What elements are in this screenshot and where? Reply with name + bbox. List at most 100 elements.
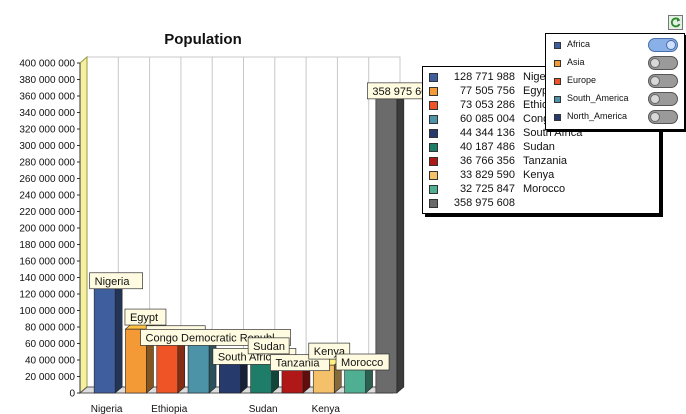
x-tick-label: Ethiopia	[151, 404, 188, 414]
toggle-knob	[650, 112, 660, 122]
filter-swatch	[554, 96, 561, 103]
bar[interactable]	[93, 280, 123, 394]
legend-label: Sudan	[523, 141, 555, 153]
bar-side	[396, 90, 405, 394]
filter-label: South_America	[567, 93, 629, 103]
toggle-knob	[666, 40, 676, 50]
legend-swatch	[429, 115, 438, 124]
y-tick-label: 360 000 000	[19, 92, 75, 103]
filter-label: North_America	[567, 111, 628, 121]
bar-front	[250, 359, 272, 394]
data-callout-box	[247, 337, 290, 355]
legend-value: 36 766 356	[459, 155, 515, 167]
data-callout: Egypt	[124, 308, 167, 326]
y-tick-label: 320 000 000	[19, 125, 75, 136]
y-tick-label: 340 000 000	[19, 108, 75, 119]
toggle-knob	[650, 94, 660, 104]
y-tick-label: 180 000 000	[19, 240, 75, 251]
legend-swatch	[429, 199, 438, 208]
filter-toggle[interactable]	[648, 38, 678, 52]
data-callout-box	[335, 353, 390, 371]
refresh-button[interactable]	[668, 15, 683, 30]
legend-swatch	[429, 101, 438, 110]
x-tick-label: Kenya	[312, 404, 341, 414]
y-tick-label: 220 000 000	[19, 207, 75, 218]
legend-swatch	[429, 185, 438, 194]
y-tick-label: 100 000 000	[19, 306, 75, 317]
data-callout-text: Nigeria	[95, 276, 131, 288]
legend-label: Kenya	[523, 169, 555, 181]
y-tick-label: 120 000 000	[19, 290, 75, 301]
bar-front	[375, 96, 398, 394]
filter-toggle[interactable]	[648, 110, 678, 124]
filter-swatch	[554, 78, 561, 85]
legend-swatch	[429, 129, 438, 138]
legend-label: Morocco	[523, 183, 566, 195]
data-callout-box	[124, 308, 167, 326]
legend-value: 358 975 608	[453, 197, 515, 209]
refresh-icon	[670, 17, 681, 28]
data-callout-text: Sudan	[253, 341, 285, 353]
data-callout-box	[89, 272, 144, 290]
toggle-knob	[650, 76, 660, 86]
legend-label: Ethio	[523, 99, 549, 111]
chart-legend: 128 771 988 Nigeria 77 505 756 Egypt 73 053 …	[422, 66, 660, 214]
x-tick-label: Nigeria	[91, 404, 123, 414]
filter-toggle[interactable]	[648, 56, 678, 70]
legend-swatch	[429, 143, 438, 152]
legend-label: Egypt	[523, 85, 552, 97]
y-tick-label: 200 000 000	[19, 224, 75, 235]
y-tick-label: 380 000 000	[19, 75, 75, 86]
y-tick-label: 60 000 000	[25, 339, 75, 350]
bar-side	[114, 280, 123, 394]
legend-value: 40 187 486	[459, 141, 515, 153]
y-tick-label: 240 000 000	[19, 191, 75, 202]
y-tick-label: 140 000 000	[19, 273, 75, 284]
data-callout-text: Tanzania	[275, 358, 320, 370]
region-filter-panel: Africa Asia Europe South_America North_Ameri…	[545, 33, 685, 130]
legend-value: 60 085 004	[459, 113, 515, 125]
data-callout-text: 358 975 608	[372, 86, 433, 98]
legend-value: 128 771 988	[453, 71, 515, 83]
bar-front	[93, 286, 116, 394]
bar-front	[187, 343, 210, 394]
legend-value: 44 344 136	[459, 127, 515, 139]
data-callout: Nigeria	[89, 272, 144, 290]
legend-swatch	[429, 87, 438, 96]
legend-label: Cong	[523, 113, 550, 125]
legend-swatch	[429, 73, 438, 82]
y-tick-label: 20 000 000	[25, 372, 75, 383]
data-callout-text: Egypt	[130, 312, 158, 324]
legend-label: Tanzania	[523, 155, 568, 167]
y-tick-label: 40 000 000	[25, 356, 75, 367]
legend-value: 33 829 590	[459, 169, 515, 181]
filter-label: Europe	[567, 75, 597, 85]
y-tick-label: 160 000 000	[19, 257, 75, 268]
data-callout: Sudan	[247, 337, 290, 355]
legend-value: 77 505 756	[459, 85, 515, 97]
y-tick-label: 260 000 000	[19, 174, 75, 185]
chart-title: Population	[164, 31, 242, 48]
filter-toggle[interactable]	[648, 74, 678, 88]
bar[interactable]	[375, 90, 405, 394]
toggle-knob	[650, 58, 660, 68]
legend-value: 73 053 286	[459, 99, 515, 111]
plot-left-wall	[79, 55, 88, 395]
y-tick-label: 400 000 000	[19, 59, 75, 70]
legend-value: 32 725 847	[459, 183, 515, 195]
data-callout-text: Morocco	[341, 357, 383, 369]
filter-label: Asia	[567, 57, 585, 67]
x-tick-label: Sudan	[249, 404, 278, 414]
filter-toggle[interactable]	[648, 92, 678, 106]
filter-swatch	[554, 114, 561, 121]
y-tick-label: 80 000 000	[25, 323, 75, 334]
filter-label: Africa	[567, 39, 591, 49]
filter-swatch	[554, 60, 561, 67]
legend-swatch	[429, 157, 438, 166]
data-callout-text: Congo Democratic Republ	[146, 332, 275, 344]
filter-swatch	[554, 42, 561, 49]
y-tick-label: 280 000 000	[19, 158, 75, 169]
y-tick-label: 300 000 000	[19, 141, 75, 152]
legend-swatch	[429, 171, 438, 180]
